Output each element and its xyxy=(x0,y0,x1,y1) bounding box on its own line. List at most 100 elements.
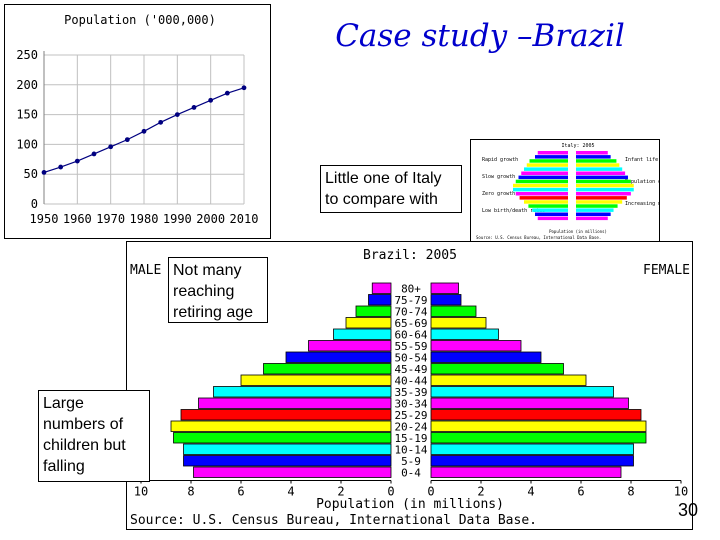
pyramid-xlabel: Population (in millions) xyxy=(316,497,504,512)
male-x-tick: 4 xyxy=(287,485,294,499)
thumbnail-right-label: Increasing mortality xyxy=(625,201,660,207)
male-bar xyxy=(213,386,392,398)
female-x-tick: 0 xyxy=(427,485,434,499)
thumbnail-bar xyxy=(524,167,568,171)
line-chart-y-tick: 200 xyxy=(16,78,38,92)
age-group-label: 5-9 xyxy=(401,455,421,468)
male-x-tick: 6 xyxy=(237,485,244,499)
line-chart-y-tick: 250 xyxy=(16,48,38,62)
thumbnail-right-label: Population decline xyxy=(625,179,660,185)
page-number: 30 xyxy=(677,500,698,520)
thumbnail-bar xyxy=(576,216,608,221)
thumbnail-bar xyxy=(519,196,568,200)
thumbnail-bar xyxy=(576,212,611,216)
thumbnail-bar xyxy=(537,216,568,221)
thumbnail-bar xyxy=(576,183,634,188)
population-data-point xyxy=(208,97,214,103)
male-bar xyxy=(183,455,392,467)
thumbnail-bar xyxy=(529,159,568,163)
male-x-tick: 10 xyxy=(134,485,148,499)
male-bar xyxy=(198,397,392,409)
thumbnail-bar xyxy=(532,208,568,212)
thumbnail-bar xyxy=(576,175,628,180)
population-data-point xyxy=(241,85,247,91)
line-chart-y-tick: 0 xyxy=(31,197,38,211)
female-bar xyxy=(430,305,477,317)
thumbnail-right-label: Infant life expectancy xyxy=(625,157,660,163)
male-bar xyxy=(193,466,392,478)
age-group-label: 20-24 xyxy=(394,421,427,434)
male-label: MALE xyxy=(130,263,161,278)
age-group-label: 60-64 xyxy=(394,329,427,342)
population-data-point xyxy=(191,105,197,110)
thumbnail-bar xyxy=(524,200,568,204)
thumbnail-bar xyxy=(513,183,568,188)
male-bar xyxy=(308,340,392,352)
female-x-tick: 8 xyxy=(627,485,634,499)
female-bar xyxy=(430,351,542,363)
male-bar xyxy=(371,282,392,294)
elderly-callout: Not many reaching retiring age xyxy=(168,257,268,323)
pyramid-title: Brazil: 2005 xyxy=(363,248,457,263)
male-bar xyxy=(170,420,392,432)
age-group-label: 70-74 xyxy=(394,306,427,319)
thumbnail-bar xyxy=(537,151,568,155)
thumbnail-bar xyxy=(576,196,627,200)
age-group-label: 50-54 xyxy=(394,352,427,365)
male-bar xyxy=(240,374,392,386)
thumbnail-bar xyxy=(521,171,568,175)
thumbnail-bar xyxy=(518,175,568,180)
female-bar xyxy=(430,443,634,455)
male-x-tick: 8 xyxy=(187,485,194,499)
population-data-point xyxy=(74,158,80,164)
thumbnail-bar xyxy=(535,212,568,216)
age-group-label: 10-14 xyxy=(394,444,427,457)
line-chart-x-tick: 2000 xyxy=(196,212,225,226)
age-group-label: 30-34 xyxy=(394,398,427,411)
italy-callout: Little one of Italy to compare with xyxy=(320,165,462,213)
thumbnail-source: Source: U.S. Census Bureau, Internationa… xyxy=(476,235,601,240)
thumbnail-bar xyxy=(576,155,611,159)
thumbnail-bar xyxy=(576,159,617,163)
female-bar xyxy=(430,363,564,375)
female-x-tick: 6 xyxy=(577,485,584,499)
female-bar xyxy=(430,466,622,478)
age-group-label: 15-19 xyxy=(394,432,427,445)
female-bar xyxy=(430,294,462,306)
thumbnail-bar xyxy=(576,208,614,212)
female-x-tick: 2 xyxy=(477,485,484,499)
line-chart-x-tick: 1970 xyxy=(96,212,125,226)
thumbnail-bar xyxy=(576,187,634,192)
female-bar xyxy=(430,282,459,294)
age-group-label: 40-44 xyxy=(394,375,427,388)
line-chart-y-tick: 150 xyxy=(16,108,38,122)
female-label: FEMALE xyxy=(643,263,690,278)
thumbnail-left-label: Slow growth xyxy=(482,174,515,180)
male-bar xyxy=(180,409,392,421)
thumbnail-bar xyxy=(576,204,618,208)
thumbnail-left-label: Low birth/death rates xyxy=(482,208,545,214)
age-group-label: 45-49 xyxy=(394,363,427,376)
population-data-point xyxy=(124,137,130,143)
age-group-label: 25-29 xyxy=(394,409,427,422)
thumbnail-bar xyxy=(515,192,568,196)
female-x-tick: 4 xyxy=(527,485,534,499)
female-bar xyxy=(430,317,487,329)
children-callout: Large numbers of children but falling xyxy=(38,390,150,482)
female-bar xyxy=(430,420,647,432)
male-bar xyxy=(183,443,392,455)
thumbnail-bar xyxy=(576,192,631,196)
thumbnail-bar xyxy=(515,179,568,184)
age-group-label: 55-59 xyxy=(394,340,427,353)
line-chart-y-tick: 50 xyxy=(24,167,38,181)
slide-title: Case study –Brazil xyxy=(335,18,625,54)
thumbnail-bar xyxy=(576,167,623,171)
population-data-point xyxy=(41,170,47,175)
thumbnail-title: Italy: 2005 xyxy=(561,143,594,149)
line-chart-x-tick: 1990 xyxy=(163,212,192,226)
age-group-label: 0-4 xyxy=(401,467,421,480)
line-chart-y-tick: 100 xyxy=(16,137,38,151)
female-bar xyxy=(430,340,522,352)
population-data-point xyxy=(224,90,230,96)
male-bar xyxy=(285,351,392,363)
